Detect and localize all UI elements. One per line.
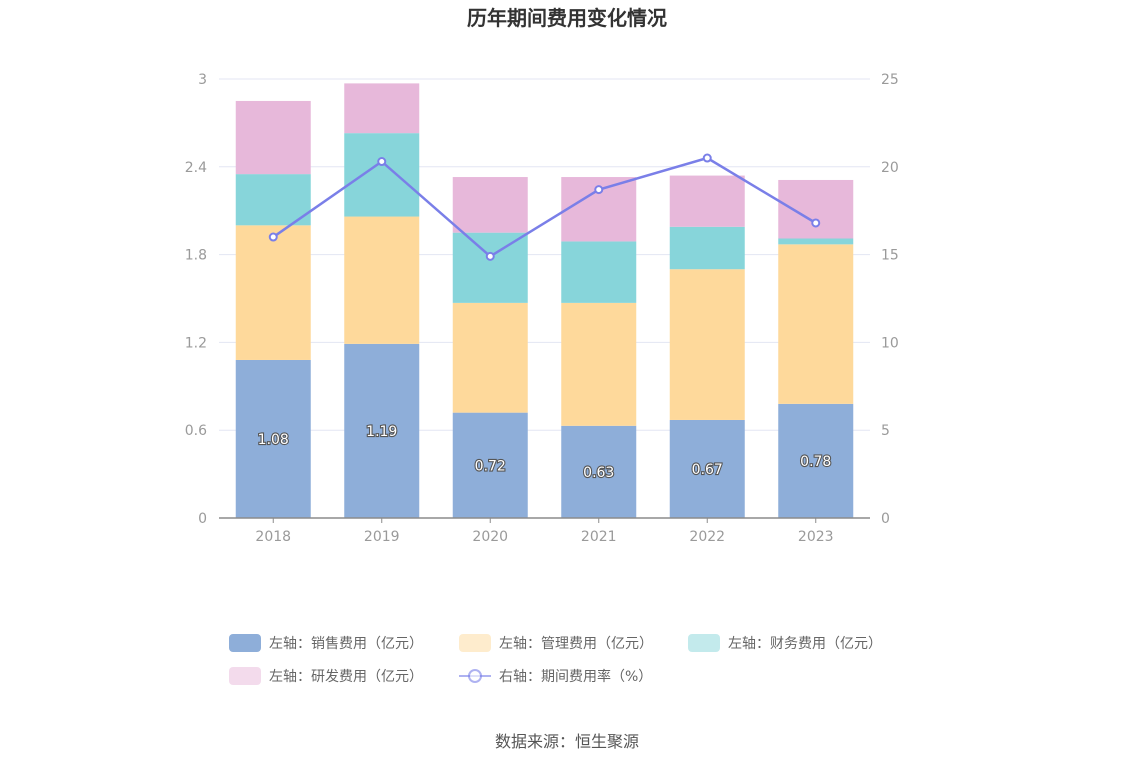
bar-segment-3 bbox=[344, 83, 420, 134]
bar-segment-0 bbox=[235, 359, 311, 518]
bar-segment-0 bbox=[452, 412, 528, 518]
bar-segment-2 bbox=[669, 226, 745, 270]
bar-segment-1 bbox=[561, 302, 637, 426]
left-axis-ticks: 0 0.6 1.2 1.8 2.4 3 bbox=[185, 72, 207, 527]
legend-swatch bbox=[688, 634, 720, 652]
bar-value-label: 0.63 bbox=[583, 465, 614, 481]
chart-title: 历年期间费用变化情况 bbox=[467, 6, 667, 30]
bar-segment-0 bbox=[561, 425, 637, 518]
bar-segment-3 bbox=[452, 177, 528, 233]
right-axis-tick-label: 20 bbox=[881, 160, 899, 176]
bar-segment-2 bbox=[452, 232, 528, 303]
bar-segment-3 bbox=[778, 179, 854, 239]
source-label: 数据来源：恒生聚源 bbox=[495, 732, 639, 751]
right-axis-tick-label: 0 bbox=[881, 511, 890, 527]
legend-swatch bbox=[229, 634, 261, 652]
legend-label: 左轴：研发费用（亿元） bbox=[269, 669, 423, 685]
left-axis-tick-label: 2.4 bbox=[185, 160, 207, 176]
legend-label: 左轴：管理费用（亿元） bbox=[499, 636, 653, 652]
bar-segment-1 bbox=[452, 302, 528, 413]
rate-point bbox=[594, 185, 604, 195]
bar-segment-2 bbox=[235, 174, 311, 226]
x-axis-tick-label: 2018 bbox=[255, 529, 291, 545]
left-axis-tick-label: 0 bbox=[198, 511, 207, 527]
bar-segment-1 bbox=[778, 244, 854, 404]
bar-segment-1 bbox=[235, 225, 311, 360]
legend-label: 左轴：销售费用（亿元） bbox=[269, 636, 423, 652]
bar-value-label: 1.19 bbox=[366, 424, 397, 440]
bar-segment-3 bbox=[669, 175, 745, 227]
rate-point bbox=[377, 157, 387, 167]
legend-swatch bbox=[229, 667, 261, 685]
legend-label: 左轴：财务费用（亿元） bbox=[728, 636, 882, 652]
bar-series bbox=[235, 83, 854, 518]
legend-label: 右轴：期间费用率（%） bbox=[499, 668, 652, 685]
x-axis-tick-label: 2020 bbox=[472, 529, 508, 545]
x-axis-tick-label: 2019 bbox=[364, 529, 400, 545]
bar-segment-2 bbox=[778, 238, 854, 245]
bar-value-label: 0.67 bbox=[692, 462, 723, 478]
data-labels: 1.08 1.19 0.72 0.63 0.67 0.78 bbox=[257, 423, 833, 482]
left-axis-tick-label: 3 bbox=[198, 72, 207, 88]
bar-segment-2 bbox=[344, 133, 420, 217]
rate-point bbox=[811, 218, 821, 228]
legend-line-marker bbox=[468, 669, 482, 683]
bar-segment-0 bbox=[669, 419, 745, 518]
gridlines bbox=[219, 78, 870, 431]
right-axis-tick-label: 10 bbox=[881, 335, 899, 351]
rate-point bbox=[702, 153, 712, 163]
left-axis-tick-label: 0.6 bbox=[185, 423, 207, 439]
legend: 左轴：销售费用（亿元） 左轴：管理费用（亿元） 左轴：财务费用（亿元） 左轴：研发费用… bbox=[229, 634, 882, 685]
right-axis-tick-label: 25 bbox=[881, 72, 899, 88]
bar-value-label: 0.72 bbox=[475, 458, 506, 474]
bar-segment-3 bbox=[235, 100, 311, 175]
bar-segment-0 bbox=[778, 403, 854, 518]
rate-point bbox=[268, 232, 278, 242]
bar-segment-0 bbox=[344, 343, 420, 518]
bar-value-label: 1.08 bbox=[258, 432, 289, 448]
bar-value-label: 0.78 bbox=[800, 454, 831, 470]
left-axis-tick-label: 1.8 bbox=[185, 248, 207, 264]
bar-segment-2 bbox=[561, 241, 637, 303]
right-axis-tick-label: 5 bbox=[881, 423, 890, 439]
x-axis-tick-label: 2023 bbox=[798, 529, 834, 545]
right-axis-tick-label: 15 bbox=[881, 248, 899, 264]
rate-line bbox=[272, 156, 817, 258]
rate-point bbox=[485, 251, 495, 261]
x-axis-tick-label: 2022 bbox=[689, 529, 725, 545]
left-axis-tick-label: 1.2 bbox=[185, 335, 207, 351]
x-axis-ticks: 2018 2019 2020 2021 2022 2023 bbox=[255, 518, 834, 545]
line-series bbox=[268, 153, 821, 261]
right-axis-ticks: 0 5 10 15 20 25 bbox=[881, 72, 899, 527]
legend-swatch bbox=[459, 634, 491, 652]
bar-segment-1 bbox=[344, 216, 420, 344]
x-axis-tick-label: 2021 bbox=[581, 529, 617, 545]
bar-segment-1 bbox=[669, 269, 745, 420]
